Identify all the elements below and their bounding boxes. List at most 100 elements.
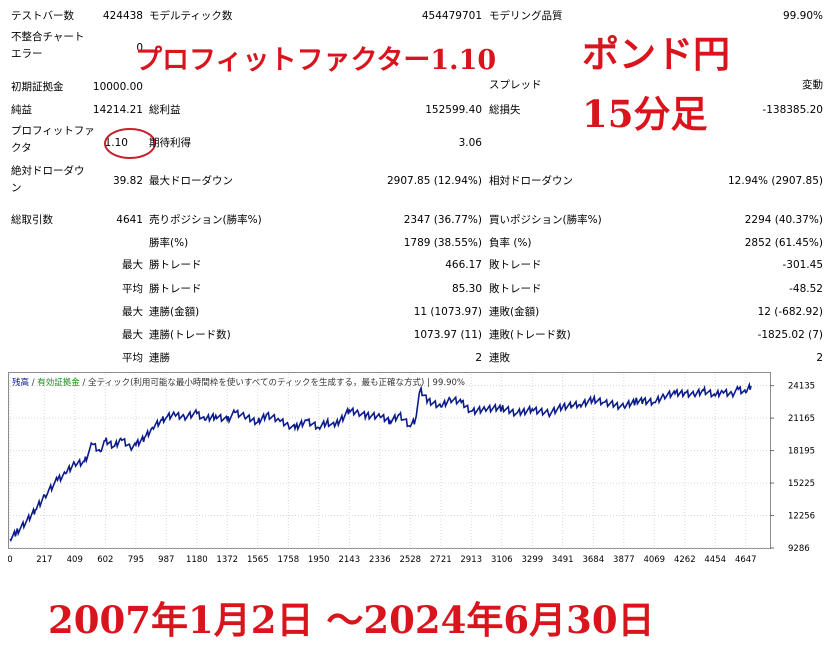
avg-consec-losses-label: 連敗 xyxy=(489,352,510,364)
consec-profit-value: 1073.97 (11) xyxy=(413,329,482,341)
legend-sep: / xyxy=(29,378,37,388)
consec-loss-value: -1825.02 (7) xyxy=(757,329,823,341)
highlight-circle xyxy=(104,128,156,159)
gross-loss-value: -138385.20 xyxy=(762,104,823,116)
largest-loss-label: 敗トレード xyxy=(489,259,542,271)
spread-value: 変動 xyxy=(802,79,823,91)
largest-win-label: 勝トレード xyxy=(149,259,202,271)
x-tick-label: 1565 xyxy=(247,555,269,565)
legend-sep2: | xyxy=(424,378,432,388)
legend-model: / 全ティック(利用可能な最小時間枠を使いすべてのティックを生成する，最も正確な… xyxy=(80,377,424,388)
total-trades-label: 総取引数 xyxy=(11,214,53,226)
ticks-value: 454479701 xyxy=(421,10,482,22)
y-tick-label: 9286 xyxy=(788,544,810,554)
abs-drawdown-label-1: 絶対ドローダウ xyxy=(11,165,85,177)
x-tick-label: 1372 xyxy=(216,555,238,565)
consec-profit-label: 連勝(トレード数) xyxy=(149,329,231,341)
x-tick-label: 0 xyxy=(8,555,13,565)
mismatch-label-1: 不整合チャート xyxy=(11,31,85,43)
expected-payoff-value: 3.06 xyxy=(458,137,482,149)
consec-wins-money-value: 11 (1073.97) xyxy=(413,306,482,318)
timeframe-annotation: 15分足 xyxy=(582,92,708,136)
profit-factor-label-1: プロフィットファ xyxy=(11,125,95,137)
rel-drawdown-value: 12.94% (2907.85) xyxy=(728,175,823,187)
ticks-label: モデルティック数 xyxy=(149,10,233,22)
avg-consec-losses-value: 2 xyxy=(816,352,823,364)
y-tick-label: 12256 xyxy=(788,512,815,522)
bars-value: 424438 xyxy=(102,10,143,22)
x-tick-label: 795 xyxy=(128,555,144,565)
balance-line xyxy=(9,381,752,542)
chart-legend: 残高 / 有効証拠金 / 全ティック(利用可能な最小時間枠を使いすべてのティック… xyxy=(12,377,465,388)
gross-profit-value: 152599.40 xyxy=(425,104,482,116)
gross-loss-label: 総損失 xyxy=(489,104,521,116)
y-tick-label: 18195 xyxy=(788,447,815,457)
avg-label-c: 平均 xyxy=(122,352,143,364)
y-tick-label: 24135 xyxy=(788,382,815,392)
avg-consec-wins-label: 連勝 xyxy=(149,352,170,364)
x-tick-label: 2913 xyxy=(460,555,482,565)
deposit-label: 初期証拠金 xyxy=(11,81,64,93)
consec-losses-money-value: 12 (-682.92) xyxy=(757,306,823,318)
x-tick-label: 409 xyxy=(67,555,83,565)
legend-quality: 99.90% xyxy=(433,378,465,388)
x-tick-label: 1758 xyxy=(278,555,300,565)
x-tick-label: 3106 xyxy=(491,555,513,565)
quality-value: 99.90% xyxy=(782,10,823,22)
average-label: 平均 xyxy=(122,283,143,295)
x-tick-label: 2721 xyxy=(430,555,452,565)
balance-series xyxy=(9,381,752,542)
x-tick-label: 4454 xyxy=(704,555,726,565)
x-tick-label: 2528 xyxy=(399,555,421,565)
loss-rate-value: 2852 (61.45%) xyxy=(744,237,823,249)
short-positions-value: 2347 (36.77%) xyxy=(403,214,482,226)
consec-wins-money-label: 連勝(金額) xyxy=(149,306,200,318)
total-trades-value: 4641 xyxy=(116,214,143,226)
x-tick-label: 4647 xyxy=(735,555,757,565)
x-tick-label: 2336 xyxy=(369,555,391,565)
x-tick-label: 1950 xyxy=(308,555,330,565)
mismatch-value: 0 xyxy=(136,42,143,54)
y-axis-ticks: 24135 21165 18195 15225 12256 9286 xyxy=(770,382,815,554)
profit-factor-label-2: クタ xyxy=(11,142,32,154)
legend-balance: 残高 xyxy=(12,377,29,388)
gross-profit-label: 総利益 xyxy=(149,104,181,116)
max-drawdown-value: 2907.85 (12.94%) xyxy=(387,175,482,187)
plot-frame xyxy=(8,372,771,549)
x-tick-label: 217 xyxy=(36,555,52,565)
profit-factor-annotation: プロフィットファクター1.10 xyxy=(135,45,497,76)
avg-loss-value: -48.52 xyxy=(789,283,823,295)
avg-win-value: 85.30 xyxy=(451,283,482,295)
largest-win-value: 466.17 xyxy=(445,259,482,271)
win-rate-value: 1789 (38.55%) xyxy=(403,237,482,249)
avg-win-label: 勝トレード xyxy=(149,283,202,295)
short-positions-label: 売りポジション(勝率%) xyxy=(149,214,262,226)
avg-loss-label: 敗トレード xyxy=(489,283,542,295)
x-tick-label: 3491 xyxy=(552,555,574,565)
win-rate-label: 勝率(%) xyxy=(149,237,189,249)
net-label: 純益 xyxy=(11,104,32,116)
max-label-a: 最大 xyxy=(122,306,143,318)
legend-margin: 有効証拠金 xyxy=(37,377,80,388)
x-tick-label: 4262 xyxy=(674,555,696,565)
loss-rate-label: 負率 (%) xyxy=(489,237,532,249)
avg-consec-wins-value: 2 xyxy=(475,352,482,364)
long-positions-label: 買いポジション(勝率%) xyxy=(489,214,602,226)
max-drawdown-label: 最大ドローダウン xyxy=(149,175,233,187)
expected-payoff-label: 期待利得 xyxy=(149,137,191,149)
chart-grid xyxy=(9,374,770,549)
x-tick-label: 3684 xyxy=(582,555,604,565)
largest-label: 最大 xyxy=(122,259,143,271)
x-tick-label: 3299 xyxy=(522,555,544,565)
balance-chart: 残高 / 有効証拠金 / 全ティック(利用可能な最小時間枠を使いすべてのティック… xyxy=(8,372,815,565)
date-range-annotation: 2007年1月2日 ～2024年6月30日 xyxy=(48,598,655,642)
x-axis-ticks: 0 217 409 602 795 987 1180 1372 1565 1758 1950 2143… xyxy=(8,555,757,565)
max-label-b: 最大 xyxy=(122,329,143,341)
x-tick-label: 3877 xyxy=(613,555,635,565)
bars-label: テストバー数 xyxy=(11,10,74,22)
largest-loss-value: -301.45 xyxy=(782,259,823,271)
deposit-value: 10000.00 xyxy=(92,81,143,93)
x-tick-label: 987 xyxy=(158,555,174,565)
pair-annotation: ポンド円 xyxy=(582,32,730,76)
net-value: 14214.21 xyxy=(92,104,143,116)
